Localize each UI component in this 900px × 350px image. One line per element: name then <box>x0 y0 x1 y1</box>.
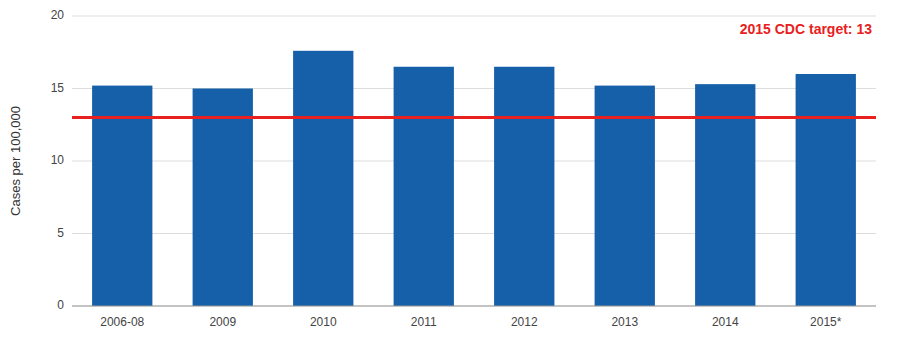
bars <box>92 51 856 306</box>
x-tick-label: 2010 <box>310 315 337 329</box>
x-tick-label: 2011 <box>411 315 437 329</box>
x-tick-label: 2013 <box>611 315 638 329</box>
bar <box>494 67 554 306</box>
bar <box>193 89 253 307</box>
y-tick-label: 10 <box>51 153 65 167</box>
y-tick-label: 15 <box>51 81 65 95</box>
x-tick-label: 2006-08 <box>100 315 144 329</box>
grid-line <box>72 306 876 307</box>
y-grid <box>72 16 876 306</box>
chart-svg: 0 5 10 15 20 2015 CDC target: 13 2006-08 2009 20… <box>0 0 900 350</box>
y-axis-label: Cases per 100,000 <box>8 106 23 216</box>
bar <box>293 51 353 306</box>
bar <box>394 67 454 306</box>
y-tick-label: 0 <box>57 298 64 312</box>
x-axis-line <box>72 306 876 307</box>
chart-container: 0 5 10 15 20 2015 CDC target: 13 2006-08 2009 20… <box>0 0 900 350</box>
x-tick-label: 2012 <box>511 315 538 329</box>
x-tick-label: 2009 <box>209 315 236 329</box>
bar <box>796 74 856 306</box>
grid-line <box>72 16 876 17</box>
x-tick-label: 2014 <box>712 315 739 329</box>
y-tick-label: 20 <box>51 8 65 22</box>
x-tick-label: 2015* <box>810 315 842 329</box>
y-tick-label: 5 <box>57 226 64 240</box>
target-line <box>72 116 876 119</box>
target-label: 2015 CDC target: 13 <box>740 21 872 37</box>
target-group <box>72 117 876 118</box>
